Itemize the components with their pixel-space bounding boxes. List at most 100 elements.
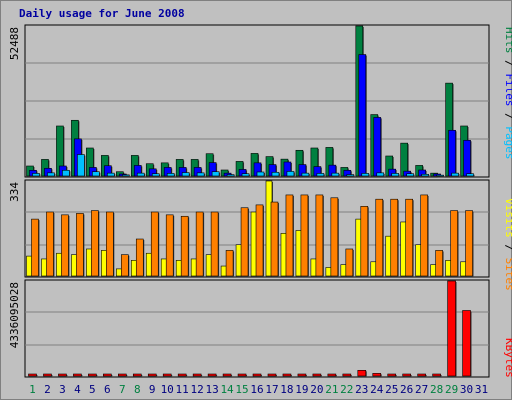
day-label-9: 9 — [149, 383, 156, 396]
day-label-31: 31 — [475, 383, 488, 396]
kbytes-bar-day-18 — [282, 373, 292, 377]
day-label-21: 21 — [325, 383, 338, 396]
kbytes-bar-day-24 — [372, 373, 382, 377]
sites-bar-day-20 — [315, 194, 324, 277]
pages-bar-day-13 — [211, 171, 220, 177]
sites-bar-day-8 — [135, 238, 144, 277]
sites-bar-day-10 — [165, 214, 174, 277]
pages-bar-day-26 — [406, 173, 414, 177]
legend-hits-files-pages-hits: Hits — [503, 27, 512, 54]
pages-bar-day-29 — [451, 172, 459, 177]
files-bar-day-24 — [373, 117, 382, 177]
kbytes-bar-day-21 — [327, 373, 337, 377]
sites-bar-day-29 — [450, 210, 458, 277]
kbytes-bar-day-12 — [192, 373, 202, 377]
kbytes-bar-day-8 — [132, 373, 142, 377]
kbytes-bar-day-19 — [297, 373, 307, 377]
sites-bar-day-27 — [420, 194, 428, 277]
pages-bar-day-7 — [122, 174, 130, 177]
kbytes-bar-day-28 — [432, 373, 441, 377]
sites-bar-day-17 — [270, 201, 279, 277]
sites-bar-day-3 — [61, 214, 69, 277]
kbytes-bar-day-7 — [118, 373, 127, 377]
day-label-10: 10 — [161, 383, 174, 396]
day-label-2: 2 — [44, 383, 51, 396]
day-label-20: 20 — [310, 383, 323, 396]
sites-bar-day-24 — [375, 198, 384, 277]
legend-hits-files-pages-files: Files — [503, 73, 512, 106]
kbytes-bar-day-25 — [387, 373, 397, 377]
pages-bar-day-19 — [301, 172, 310, 177]
pages-bar-day-30 — [466, 173, 474, 177]
sites-bar-day-6 — [106, 211, 114, 277]
pages-bar-day-6 — [107, 172, 115, 177]
files-bar-day-30 — [463, 139, 471, 177]
kbytes-bar-day-26 — [402, 373, 411, 377]
pages-bar-day-17 — [271, 171, 280, 177]
kbytes-bar-day-3 — [58, 373, 67, 377]
pages-bar-day-12 — [196, 172, 205, 177]
day-label-4: 4 — [74, 383, 81, 396]
pages-bar-day-24 — [376, 172, 385, 177]
day-label-19: 19 — [295, 383, 308, 396]
kbytes-max-label: 4336095028 — [8, 282, 21, 348]
panel-3-frame — [24, 279, 490, 378]
legend-sites-visits-sites: Sites — [503, 258, 512, 291]
pages-bar-day-3 — [62, 169, 70, 177]
pages-bar-day-2 — [47, 172, 55, 177]
legend-hits-files-pages-pages: Pages — [503, 126, 512, 159]
legend-sites-visits: Visits / Sites — [503, 198, 512, 291]
day-label-5: 5 — [89, 383, 96, 396]
kbytes-bar-day-10 — [162, 373, 172, 377]
day-label-24: 24 — [370, 383, 384, 396]
kbytes-bar-day-27 — [417, 373, 426, 377]
day-label-6: 6 — [104, 383, 111, 396]
day-label-12: 12 — [191, 383, 204, 396]
sites-bar-day-13 — [210, 211, 219, 277]
sites-bar-day-9 — [150, 211, 159, 277]
sites-bar-day-22 — [345, 248, 354, 277]
kbytes-bar-day-17 — [267, 373, 277, 377]
files-bar-day-23 — [358, 54, 367, 177]
pages-bar-day-25 — [391, 173, 400, 177]
pages-bar-day-5 — [92, 171, 100, 177]
kbytes-bar-day-16 — [252, 373, 262, 377]
sites-max-label: 334 — [8, 182, 21, 202]
day-label-7: 7 — [119, 383, 126, 396]
pages-bar-day-18 — [286, 171, 295, 177]
day-label-30: 30 — [460, 383, 473, 396]
day-label-27: 27 — [415, 383, 428, 396]
kbytes-bar-day-29 — [447, 280, 456, 377]
sites-bar-day-1 — [31, 218, 39, 277]
legend-kbytes: KBytes — [503, 338, 512, 378]
kbytes-bar-day-4 — [73, 373, 82, 377]
hits-max-label: 52488 — [8, 27, 21, 60]
sites-bar-day-4 — [76, 213, 84, 277]
kbytes-bar-day-1 — [28, 373, 37, 377]
sites-bar-day-25 — [390, 198, 399, 277]
files-bar-day-29 — [448, 129, 456, 177]
pages-bar-day-14 — [226, 174, 235, 177]
day-label-1: 1 — [29, 383, 36, 396]
pages-bar-day-11 — [181, 172, 190, 177]
sites-bar-day-5 — [91, 210, 99, 277]
day-label-28: 28 — [430, 383, 443, 396]
day-label-13: 13 — [205, 383, 218, 396]
legend-hits-files-pages-: / — [503, 107, 512, 127]
legend-kbytes-kbytes: KBytes — [503, 338, 512, 378]
kbytes-bar-day-20 — [312, 373, 322, 377]
sites-bar-day-23 — [360, 206, 369, 277]
pages-bar-day-27 — [421, 173, 429, 177]
kbytes-bar-day-23 — [357, 370, 367, 377]
sites-bar-day-28 — [435, 250, 443, 277]
kbytes-bar-day-22 — [342, 373, 352, 377]
legend-hits-files-pages: Hits / Files / Pages — [503, 27, 512, 160]
day-label-25: 25 — [385, 383, 398, 396]
kbytes-bar-day-11 — [177, 373, 187, 377]
kbytes-bar-day-2 — [43, 373, 52, 377]
sites-bar-day-21 — [330, 197, 339, 277]
pages-bar-day-4 — [77, 154, 85, 177]
sites-bar-day-7 — [121, 254, 129, 277]
sites-bar-day-11 — [180, 215, 189, 277]
kbytes-bar-day-15 — [237, 373, 247, 377]
